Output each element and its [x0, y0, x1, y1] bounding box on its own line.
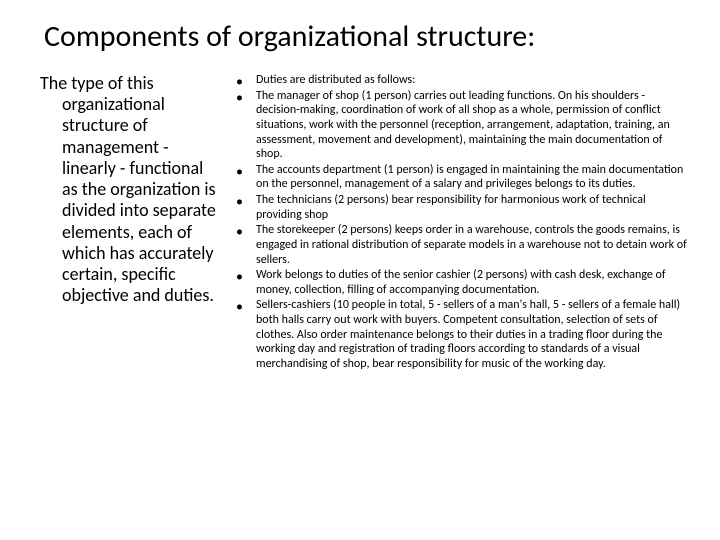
list-item: Sellers-cashiers (10 people in total, 5 …	[232, 298, 690, 371]
list-item: The manager of shop (1 person) carries o…	[232, 89, 690, 162]
left-text: The type of this organizational structur…	[40, 73, 218, 307]
list-item: The storekeeper (2 persons) keeps order …	[232, 223, 690, 267]
list-item: Duties are distributed as follows:	[232, 73, 690, 88]
left-column: The type of this organizational structur…	[40, 73, 218, 373]
slide: Components of organizational structure: …	[0, 0, 720, 540]
list-item: The technicians (2 persons) bear respons…	[232, 193, 690, 222]
slide-title: Components of organizational structure:	[40, 18, 690, 55]
list-item: Work belongs to duties of the senior cas…	[232, 268, 690, 297]
list-item: The accounts department (1 person) is en…	[232, 163, 690, 192]
slide-body: The type of this organizational structur…	[40, 73, 690, 373]
right-column: Duties are distributed as follows: The m…	[232, 73, 690, 373]
bullet-list: Duties are distributed as follows: The m…	[232, 73, 690, 372]
